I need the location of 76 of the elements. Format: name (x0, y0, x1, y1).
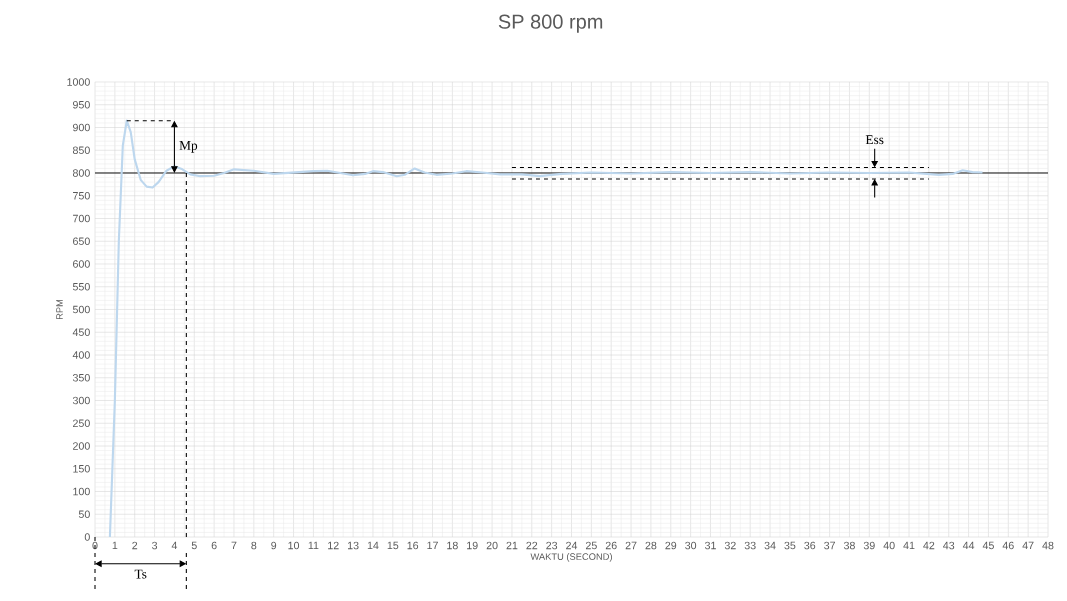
annotation: Ess (865, 135, 884, 145)
y-tick-label: 550 (72, 282, 90, 291)
chart-title: SP 800 rpm (498, 14, 603, 33)
x-tick-label: 15 (387, 541, 399, 550)
x-tick-label: 38 (843, 541, 855, 550)
x-tick-label: 25 (585, 541, 597, 550)
x-tick-label: 2 (132, 541, 138, 550)
y-tick-label: 0 (84, 533, 90, 541)
y-tick-label: 400 (72, 351, 90, 359)
y-tick-label: 950 (73, 100, 90, 109)
x-axis-title: WAKTU (SECOND) (530, 553, 612, 562)
x-tick-label: 43 (943, 541, 955, 550)
annotation: Mp (179, 141, 198, 153)
x-tick-label: 30 (685, 541, 697, 550)
x-tick-label: 47 (1022, 541, 1034, 550)
y-tick-label: 300 (72, 396, 90, 405)
x-tick-label: 10 (288, 541, 300, 550)
x-tick-label: 4 (171, 541, 178, 550)
y-tick-label: 1000 (67, 78, 90, 86)
x-tick-label: 26 (605, 541, 617, 550)
x-tick-label: 18 (447, 541, 458, 550)
x-tick-label: 44 (962, 541, 975, 550)
x-tick-label: 0 (92, 541, 98, 550)
y-tick-label: 250 (73, 419, 90, 428)
x-tick-label: 19 (467, 541, 478, 550)
x-tick-label: 37 (824, 541, 835, 550)
x-tick-label: 12 (328, 541, 339, 550)
x-tick-label: 13 (347, 541, 359, 550)
x-tick-label: 1 (112, 541, 118, 550)
x-tick-label: 45 (982, 541, 994, 550)
x-tick-label: 29 (665, 541, 677, 550)
x-tick-label: 36 (804, 541, 816, 550)
y-tick-label: 450 (72, 328, 90, 337)
x-tick-label: 35 (784, 541, 796, 550)
x-tick-label: 42 (923, 541, 935, 550)
x-tick-label: 5 (191, 541, 197, 550)
x-tick-label: 11 (308, 541, 319, 550)
x-tick-label: 20 (486, 541, 498, 550)
y-tick-label: 150 (73, 464, 90, 473)
x-tick-label: 16 (407, 541, 419, 550)
y-tick-label: 500 (72, 305, 90, 314)
y-tick-label: 750 (73, 191, 90, 200)
x-tick-label: 9 (271, 541, 277, 550)
x-tick-label: 32 (724, 541, 736, 550)
x-tick-label: 28 (645, 541, 657, 550)
x-tick-label: 6 (211, 541, 217, 550)
y-tick-label: 200 (73, 442, 90, 450)
x-tick-label: 46 (1002, 541, 1014, 550)
y-axis-title: RPM (56, 299, 63, 320)
y-tick-label: 850 (72, 146, 90, 155)
x-tick-label: 48 (1042, 541, 1054, 550)
y-tick-label: 800 (72, 169, 90, 177)
x-tick-label: 40 (883, 541, 895, 550)
x-tick-label: 34 (764, 541, 776, 550)
x-tick-label: 23 (546, 541, 558, 550)
y-tick-label: 350 (72, 373, 90, 382)
x-tick-label: 7 (231, 541, 237, 550)
x-tick-label: 3 (152, 541, 158, 550)
x-tick-label: 17 (427, 541, 438, 550)
x-tick-label: 31 (704, 541, 716, 550)
y-tick-label: 700 (73, 214, 90, 223)
text: Ts (134, 569, 147, 579)
y-tick-label: 600 (73, 260, 90, 268)
x-tick-label: 39 (863, 541, 875, 550)
x-tick-label: 24 (566, 541, 578, 550)
x-tick-label: 41 (903, 541, 915, 550)
x-tick-label: 21 (506, 541, 518, 550)
y-tick-label: 100 (73, 487, 90, 496)
y-tick-label: 50 (78, 510, 90, 519)
y-tick-label: 650 (73, 237, 90, 246)
x-tick-label: 27 (625, 541, 637, 550)
x-tick-label: 33 (744, 541, 756, 550)
x-tick-label: 8 (251, 541, 257, 550)
x-tick-label: 22 (526, 541, 538, 550)
x-tick-label: 14 (367, 541, 379, 550)
y-tick-label: 900 (73, 123, 90, 132)
